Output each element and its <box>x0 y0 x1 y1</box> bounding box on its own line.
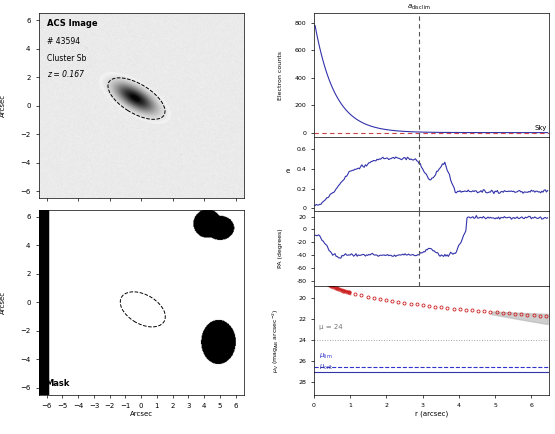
Text: $\mu_{\rm lim}$: $\mu_{\rm lim}$ <box>319 352 332 361</box>
Y-axis label: Electron counts: Electron counts <box>279 50 284 99</box>
Y-axis label: Arcsec: Arcsec <box>0 291 6 314</box>
Text: $a_{\rm disc\,lim}$: $a_{\rm disc\,lim}$ <box>407 3 431 12</box>
Y-axis label: PA (degrees): PA (degrees) <box>279 229 284 269</box>
Text: z = 0.167: z = 0.167 <box>47 70 84 79</box>
Text: ACS Image: ACS Image <box>47 19 98 28</box>
Text: μ = 24: μ = 24 <box>319 325 342 330</box>
Text: $\mu_{\rm crit}$: $\mu_{\rm crit}$ <box>319 363 333 372</box>
Y-axis label: Arcsec: Arcsec <box>0 94 6 117</box>
Y-axis label: e: e <box>286 168 290 174</box>
Text: # 43594: # 43594 <box>47 37 80 46</box>
Y-axis label: $\mu_V\ (\mathrm{mag_{AB}\ arcsec^{-2}})$: $\mu_V\ (\mathrm{mag_{AB}\ arcsec^{-2}})… <box>271 308 281 373</box>
X-axis label: r (arcsec): r (arcsec) <box>415 411 448 417</box>
Text: Sky: Sky <box>534 125 547 131</box>
X-axis label: Arcsec: Arcsec <box>130 411 153 417</box>
Text: Cluster Sb: Cluster Sb <box>47 54 87 63</box>
Text: Mask: Mask <box>45 378 69 388</box>
